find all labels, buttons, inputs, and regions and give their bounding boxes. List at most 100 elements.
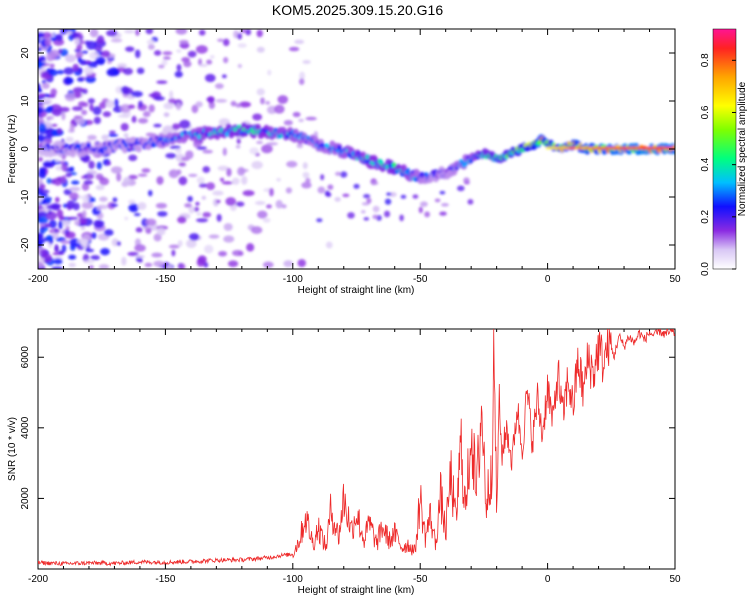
noise-speck [240,29,247,33]
noise-speck [65,226,70,231]
noise-speck [297,259,307,268]
noise-speck [57,127,62,135]
noise-speck [463,180,470,185]
noise-speck [206,59,213,65]
noise-speck [145,218,157,226]
noise-speck [363,217,370,221]
spectrogram-x-tick-label: -150 [155,274,175,285]
noise-speck [72,87,84,94]
noise-speck [288,46,300,52]
noise-speck [276,177,281,182]
noise-speck [262,261,274,268]
noise-speck [212,190,224,196]
noise-speck [256,88,265,96]
noise-speck [76,44,83,51]
ridge-core [76,143,81,149]
noise-speck [281,204,287,209]
noise-speck [216,199,221,204]
noise-speck [305,177,311,184]
noise-speck [245,29,252,36]
noise-speck [153,260,165,267]
noise-speck [221,74,227,79]
noise-speck [59,160,65,164]
spectrogram-x-tick-label: -200 [28,274,48,285]
noise-speck [98,264,110,269]
spectrogram-y-tick-label: -20 [20,237,31,252]
noise-speck [202,149,213,154]
noise-speck [80,226,86,231]
noise-speck [50,88,57,96]
snr-x-tick-label: -50 [413,574,428,585]
noise-speck [82,210,87,219]
spectrogram-x-tick-label: -50 [413,274,428,285]
noise-speck [153,123,162,128]
noise-speck [269,188,274,197]
spectrogram-y-tick-label: 0 [20,146,31,152]
noise-speck [187,195,193,203]
noise-speck [171,123,181,130]
noise-speck [65,136,74,143]
noise-speck [134,49,141,59]
noise-speck [47,115,55,121]
noise-speck [46,105,54,111]
noise-speck [45,68,55,73]
noise-speck [235,103,242,108]
noise-speck [58,220,63,230]
noise-speck [38,134,45,143]
noise-speck [91,232,97,239]
noise-speck [56,69,65,75]
noise-speck [183,60,192,68]
noise-speck [261,144,273,154]
noise-speck [65,30,73,35]
snr-x-tick-label: 50 [669,574,681,585]
noise-speck [204,73,216,83]
noise-speck [99,102,107,109]
noise-speck [384,198,392,205]
noise-speck [176,64,182,72]
spectrogram-image [38,29,675,269]
noise-speck [89,29,99,38]
noise-speck [128,203,139,213]
noise-speck [40,226,46,230]
noise-speck [87,134,97,141]
noise-speck [246,243,255,252]
noise-speck [38,106,44,115]
noise-speck [227,260,239,268]
chart-title: KOM5.2025.309.15.20.G16 [271,2,444,18]
noise-speck [181,57,191,63]
noise-speck [209,55,215,59]
noise-speck [66,200,75,210]
noise-speck [116,172,122,182]
noise-speck [260,97,265,105]
noise-speck [105,100,115,108]
noise-speck [299,71,305,81]
noise-speck [399,214,404,222]
noise-speck [223,235,235,243]
noise-speck [131,90,143,98]
noise-speck [223,57,229,64]
noise-speck [41,82,50,89]
noise-speck [116,241,121,246]
noise-speck [110,203,118,207]
snr-plot-area [38,329,675,567]
noise-speck [252,113,263,121]
noise-speck [58,48,63,54]
colorbar: 0.0 0.2 0.4 0.6 0.8 Normalized spectral ampli… [700,28,748,276]
noise-speck [353,183,360,189]
noise-speck [334,196,341,202]
noise-speck [128,154,138,162]
noise-speck [434,198,441,203]
noise-speck [148,93,159,98]
noise-speck [142,111,151,118]
noise-speck [156,176,164,185]
noise-speck [53,258,63,265]
noise-speck [163,102,174,110]
noise-speck [178,176,188,186]
colorbar-gradient [712,28,737,270]
noise-speck [237,166,246,176]
noise-speck [371,181,379,186]
noise-speck [237,33,243,40]
noise-speck [184,203,192,208]
noise-speck [72,63,79,72]
